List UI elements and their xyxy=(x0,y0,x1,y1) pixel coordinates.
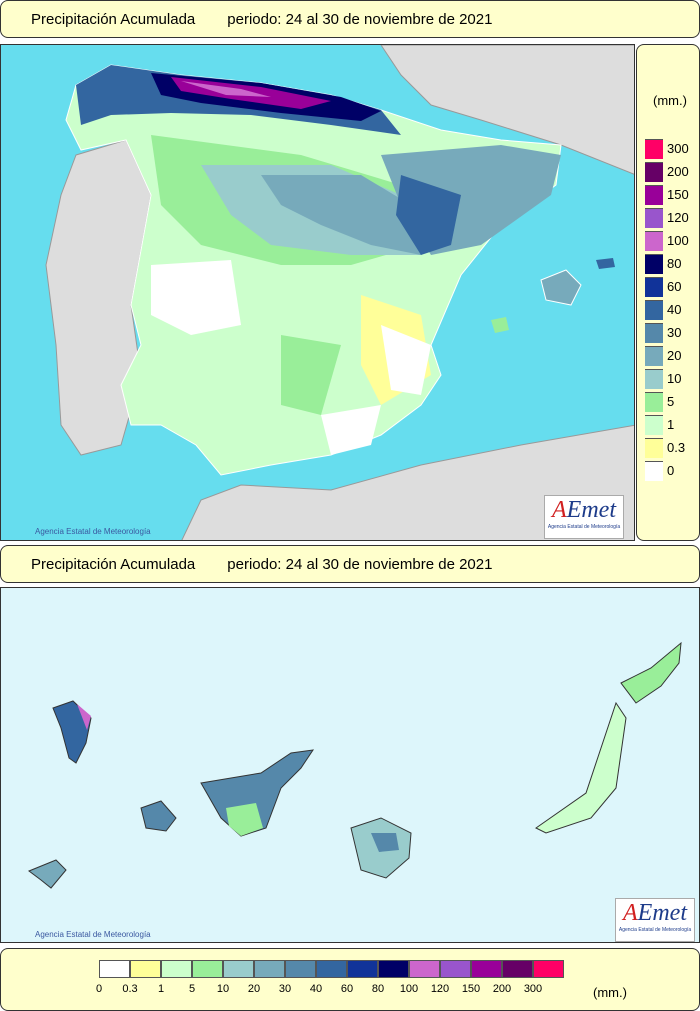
legend-swatch xyxy=(254,960,285,978)
map-period: periodo: 24 al 30 de noviembre de 2021 xyxy=(227,555,493,573)
france-land xyxy=(380,45,634,175)
legend-swatch xyxy=(130,960,161,978)
legend-label: 0 xyxy=(667,463,675,478)
legend-swatch xyxy=(645,392,663,412)
map-period: periodo: 24 al 30 de noviembre de 2021 xyxy=(227,10,493,28)
zone-40mm xyxy=(396,175,461,255)
legend-label: 20 xyxy=(247,983,261,995)
legend-swatch xyxy=(645,162,663,182)
peninsula-map: Agencia Estatal de Meteorología AEmet Ag… xyxy=(0,44,635,541)
lanzarote xyxy=(620,641,682,704)
aemet-logo: AEmet Agencia Estatal de Meteorología xyxy=(544,495,624,539)
legend-label: 200 xyxy=(667,164,689,179)
legend-label: 120 xyxy=(430,983,450,995)
zone-0mm-west xyxy=(151,260,241,335)
legend-label: 200 xyxy=(492,983,512,995)
legend-swatch xyxy=(645,254,663,274)
legend-swatch xyxy=(645,415,663,435)
ibiza xyxy=(491,317,509,333)
legend-label: 20 xyxy=(667,348,682,363)
legend-label: 40 xyxy=(309,983,323,995)
map-title: Precipitación Acumulada xyxy=(31,10,196,28)
legend-label: 0 xyxy=(95,983,103,995)
legend-swatch xyxy=(378,960,409,978)
legend-swatch xyxy=(316,960,347,978)
legend-swatch xyxy=(645,438,663,458)
legend-label: 30 xyxy=(667,325,682,340)
legend-swatch xyxy=(99,960,130,978)
mallorca xyxy=(540,269,582,306)
legend-label: 80 xyxy=(667,256,682,271)
legend-swatch xyxy=(409,960,440,978)
map-credit: Agencia Estatal de Meteorología xyxy=(35,527,151,536)
legend-swatch xyxy=(192,960,223,978)
legend-label: 10 xyxy=(216,983,230,995)
legend-label: 300 xyxy=(523,983,543,995)
legend-label: 40 xyxy=(667,302,682,317)
peninsula-map-svg xyxy=(1,45,634,540)
fuerteventura xyxy=(535,701,627,834)
zone-south-5mm xyxy=(281,335,341,415)
legend-swatch xyxy=(161,960,192,978)
legend-label: 80 xyxy=(371,983,385,995)
legend-swatch xyxy=(285,960,316,978)
legend-swatch xyxy=(533,960,564,978)
legend-unit: (mm.) xyxy=(653,93,687,108)
legend-label: 300 xyxy=(667,141,689,156)
legend-swatch xyxy=(645,139,663,159)
legend-label: 60 xyxy=(667,279,682,294)
legend-label: 150 xyxy=(461,983,481,995)
legend-label: 5 xyxy=(188,983,196,995)
zone-0mm-southeast xyxy=(321,405,381,455)
legend-label: 120 xyxy=(667,210,689,225)
africa-land xyxy=(181,424,634,540)
canarias-map-svg xyxy=(1,588,699,942)
legend-label: 10 xyxy=(667,371,682,386)
legend-swatch xyxy=(223,960,254,978)
legend-label: 5 xyxy=(667,394,675,409)
legend-label: 150 xyxy=(667,187,689,202)
zone-0mm-east xyxy=(381,325,431,395)
legend-swatch xyxy=(645,277,663,297)
legend-label: 1 xyxy=(157,983,165,995)
legend-swatch xyxy=(471,960,502,978)
legend-label: 0.3 xyxy=(667,440,686,455)
tenerife-south-5mm xyxy=(226,803,263,836)
sea xyxy=(1,588,699,942)
legend-swatch xyxy=(645,231,663,251)
legend-unit: (mm.) xyxy=(593,985,627,1000)
zone-20mm xyxy=(261,175,421,255)
legend-swatch xyxy=(645,369,663,389)
la-gomera xyxy=(140,800,177,832)
canarias-map: Agencia Estatal de Meteorología AEmet Ag… xyxy=(0,587,700,943)
legend-label: 100 xyxy=(399,983,419,995)
gran-canaria-center xyxy=(371,833,399,852)
legend-swatch xyxy=(440,960,471,978)
la-palma xyxy=(52,700,92,764)
legend-swatch xyxy=(645,323,663,343)
legend-label: 100 xyxy=(667,233,689,248)
legend-swatch xyxy=(502,960,533,978)
aemet-logo: AEmet Agencia Estatal de Meteorología xyxy=(615,898,695,942)
legend-label: 0.3 xyxy=(122,983,138,995)
legend-swatch xyxy=(645,300,663,320)
legend-swatch xyxy=(645,346,663,366)
menorca xyxy=(596,258,615,269)
vertical-legend: (mm.) 300 200 150 120 100 80 60 40 30 20 10 5 1 0.3 0 xyxy=(636,44,700,541)
legend-label: 60 xyxy=(340,983,354,995)
map-credit: Agencia Estatal de Meteorología xyxy=(35,930,151,939)
el-hierro xyxy=(27,859,67,889)
la-palma-100mm xyxy=(77,704,91,730)
legend-label: 1 xyxy=(667,417,675,432)
legend-swatch xyxy=(645,461,663,481)
legend-swatch xyxy=(347,960,378,978)
map-title: Precipitación Acumulada xyxy=(31,555,196,573)
zone-north-100mm xyxy=(181,81,271,97)
canarias-title-bar: Precipitación Acumulada periodo: 24 al 3… xyxy=(0,545,700,583)
legend-label: 30 xyxy=(278,983,292,995)
horizontal-legend xyxy=(0,948,700,1011)
peninsula-title-bar: Precipitación Acumulada periodo: 24 al 3… xyxy=(0,0,700,38)
legend-swatch xyxy=(645,208,663,228)
legend-swatch xyxy=(645,185,663,205)
